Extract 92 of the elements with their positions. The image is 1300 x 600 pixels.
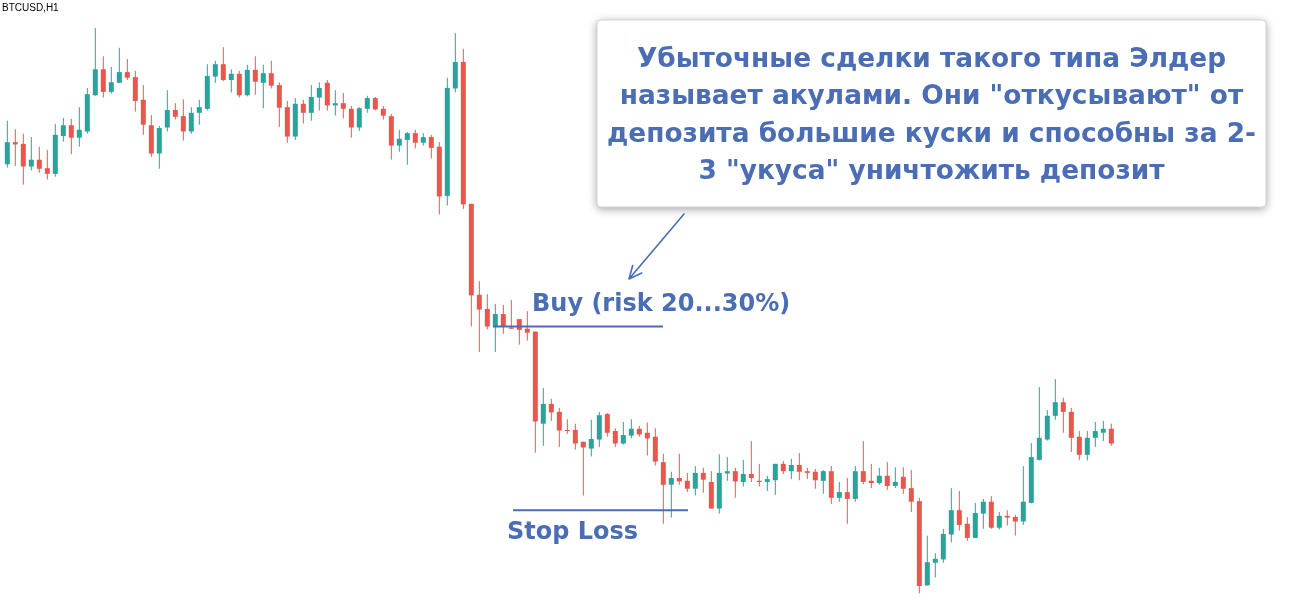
candlestick <box>1108 423 1114 447</box>
candlestick <box>628 418 634 439</box>
candlestick <box>748 440 754 483</box>
candlestick <box>812 468 818 490</box>
candlestick <box>924 535 930 586</box>
candlestick <box>180 98 186 141</box>
candlestick <box>604 412 610 438</box>
candlestick <box>108 66 114 95</box>
candlestick <box>132 70 138 113</box>
candlestick <box>1012 514 1018 537</box>
candlestick <box>668 471 674 519</box>
candlestick <box>68 118 74 155</box>
candlestick <box>276 81 282 128</box>
candlestick <box>1060 397 1066 434</box>
candlestick <box>300 99 306 125</box>
candlestick <box>788 458 794 480</box>
candlestick <box>1100 420 1106 442</box>
candlestick <box>1044 409 1050 442</box>
candlestick <box>12 128 18 167</box>
candlestick <box>1052 378 1058 421</box>
candlestick <box>556 407 562 448</box>
candlestick <box>36 146 42 174</box>
candlestick <box>724 456 730 482</box>
candlestick <box>236 70 242 99</box>
candlestick <box>772 463 778 496</box>
candlestick <box>1020 465 1026 526</box>
candlestick <box>268 60 274 89</box>
ref-line-label: Buy (risk 20...30%) <box>532 289 791 318</box>
candlestick <box>700 467 706 494</box>
candlestick <box>612 427 618 448</box>
candlestick <box>20 133 26 186</box>
candlestick <box>548 398 554 422</box>
candlestick <box>212 60 218 84</box>
candlestick <box>524 310 530 342</box>
candlestick <box>340 92 346 119</box>
candlestick <box>332 89 338 117</box>
candlestick <box>252 55 258 96</box>
candlestick <box>356 106 362 132</box>
candlestick <box>220 46 226 82</box>
candlestick <box>868 463 874 489</box>
candlestick <box>1092 421 1098 448</box>
ref-line-label: Stop Loss <box>507 517 639 546</box>
candlestick <box>428 134 434 160</box>
candlestick <box>1076 430 1082 461</box>
candlestick <box>892 466 898 489</box>
candlestick <box>260 64 266 109</box>
candlestick <box>620 421 626 446</box>
candlestick <box>396 129 402 153</box>
candlestick <box>324 79 330 112</box>
candlestick <box>588 419 594 457</box>
candlestick <box>116 47 122 84</box>
candlestick <box>836 481 842 503</box>
candlestick <box>684 472 690 493</box>
candlestick <box>308 84 314 122</box>
candlestick <box>196 99 202 126</box>
candlestick <box>316 81 322 112</box>
candlestick <box>124 58 130 81</box>
candlestick <box>900 466 906 495</box>
candlestick <box>100 55 106 99</box>
candlestick <box>844 477 850 525</box>
annotation: Убыточные сделки такого типа Элдер называет акулами. Они "откусывают" от депозита большие куски и способны за 2-3 "укуса" уничтожить депозит <box>606 41 1257 186</box>
candlestick <box>572 423 578 451</box>
candlestick <box>884 461 890 491</box>
candlestick <box>1036 386 1042 461</box>
candlestick <box>1084 430 1090 461</box>
candlestick <box>932 552 938 578</box>
candlestick <box>228 68 234 93</box>
candlestick <box>964 516 970 542</box>
candlestick <box>692 465 698 496</box>
candlestick <box>908 469 914 513</box>
candlestick <box>44 149 50 180</box>
candlestick <box>188 106 194 135</box>
candlestick <box>660 453 666 525</box>
candlestick <box>820 469 826 495</box>
candlestick <box>500 304 506 335</box>
candlestick <box>980 498 986 530</box>
candlestick <box>796 452 802 481</box>
candlestick <box>404 131 410 166</box>
candlestick <box>4 120 10 169</box>
candlestick <box>348 105 354 139</box>
candlestick <box>732 467 738 499</box>
candlestick <box>476 280 482 353</box>
candlestick <box>540 387 546 447</box>
candlestick <box>484 293 490 330</box>
candlestick <box>860 440 866 485</box>
candlestick <box>956 490 962 532</box>
chart-title: BTCUSD,H1 <box>2 2 60 13</box>
candlestick <box>412 129 418 149</box>
candlestick <box>60 117 66 143</box>
candlestick <box>164 89 170 132</box>
candlestick <box>740 459 746 487</box>
candlestick <box>76 106 82 148</box>
